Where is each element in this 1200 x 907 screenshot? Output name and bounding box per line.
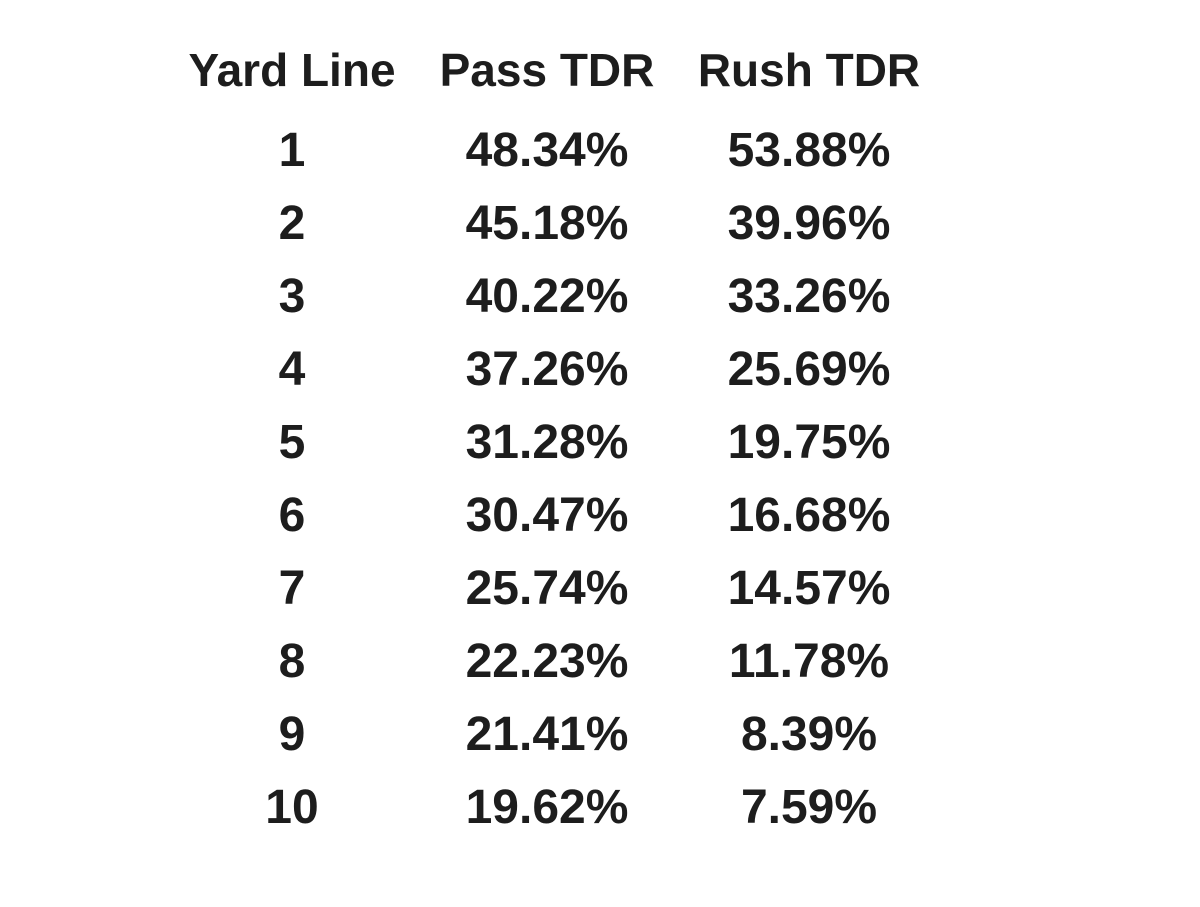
table-cell: 48.34%: [465, 123, 629, 177]
table-cell: 53.88%: [727, 123, 891, 177]
table-row: 9 21.41% 8.39%: [178, 698, 930, 771]
table-cell: 25.69%: [727, 342, 891, 396]
table-cell: 4: [278, 342, 306, 396]
column-header-yard-line: Yard Line: [188, 44, 396, 96]
table-row: 5 31.28% 19.75%: [178, 406, 930, 479]
table-row: 8 22.23% 11.78%: [178, 625, 930, 698]
table-cell: 45.18%: [465, 196, 629, 250]
table-cell: 39.96%: [727, 196, 891, 250]
table-row: 2 45.18% 39.96%: [178, 187, 930, 260]
table-cell: 7.59%: [740, 780, 878, 834]
table-cell: 22.23%: [465, 634, 629, 688]
table-row: 3 40.22% 33.26%: [178, 260, 930, 333]
table-cell: 40.22%: [465, 269, 629, 323]
table-cell: 5: [278, 415, 306, 469]
table-cell: 1: [278, 123, 306, 177]
table-cell: 14.57%: [727, 561, 891, 615]
table-cell: 2: [278, 196, 306, 250]
column-header-pass-tdr: Pass TDR: [439, 44, 655, 96]
table-cell: 8: [278, 634, 306, 688]
yardline-tdr-table: Yard Line Pass TDR Rush TDR 1 48.34% 53.88…: [178, 26, 930, 844]
header-row: Yard Line Pass TDR Rush TDR: [178, 26, 930, 114]
table-cell: 7: [278, 561, 306, 615]
table-cell: 8.39%: [740, 707, 878, 761]
table-body: 1 48.34% 53.88% 2 45.18% 39.96% 3 40.22% 33.26% 4…: [178, 114, 930, 844]
table-row: 7 25.74% 14.57%: [178, 552, 930, 625]
tdr-table-container: Yard Line Pass TDR Rush TDR 1 48.34% 53.88…: [178, 26, 930, 844]
table-row: 6 30.47% 16.68%: [178, 479, 930, 552]
table-row: 1 48.34% 53.88%: [178, 114, 930, 187]
table-header: Yard Line Pass TDR Rush TDR: [178, 26, 930, 114]
table-cell: 37.26%: [465, 342, 629, 396]
table-cell: 31.28%: [465, 415, 629, 469]
table-cell: 3: [278, 269, 306, 323]
table-cell: 19.62%: [465, 780, 629, 834]
table-cell: 25.74%: [465, 561, 629, 615]
table-cell: 6: [278, 488, 306, 542]
table-cell: 10: [265, 780, 319, 834]
table-cell: 11.78%: [728, 634, 890, 688]
table-cell: 33.26%: [727, 269, 891, 323]
table-cell: 16.68%: [727, 488, 891, 542]
table-cell: 21.41%: [465, 707, 629, 761]
column-header-rush-tdr: Rush TDR: [697, 44, 921, 96]
table-cell: 9: [278, 707, 306, 761]
table-cell: 19.75%: [727, 415, 891, 469]
table-row: 4 37.26% 25.69%: [178, 333, 930, 406]
table-cell: 30.47%: [465, 488, 629, 542]
table-row: 10 19.62% 7.59%: [178, 771, 930, 844]
